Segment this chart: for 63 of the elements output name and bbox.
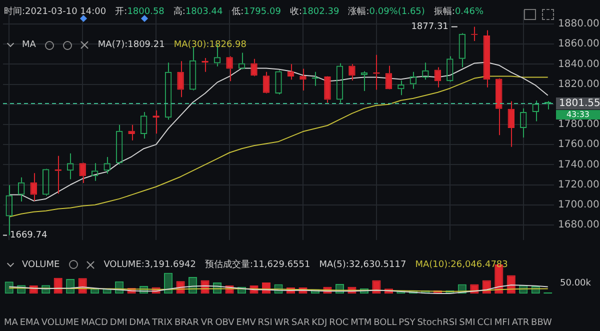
y-tick-label: 1880.00	[558, 18, 600, 30]
text: DMI	[110, 318, 128, 328]
y-tick-label: 1740.00	[558, 159, 600, 170]
text: OBV	[215, 318, 234, 328]
candlestick	[508, 100, 515, 148]
text: 时间:2021-03-10 14:00 开:1800.58 高:1803.44 低:1795.09 收:1802.39 涨幅:0.09%(1.65) 振幅:0.46%	[4, 7, 484, 17]
candlestick	[300, 68, 306, 91]
annotation: 预估成交量:11,629.6551	[204, 258, 310, 271]
y-tick-label: 1760.00	[558, 139, 600, 150]
y-tick-label: 1860.00	[558, 38, 600, 50]
text: DMA	[129, 318, 150, 328]
y-tick-label: 1820.00	[558, 78, 600, 90]
candlestick	[250, 58, 258, 76]
text: ROC	[329, 318, 349, 328]
text: MA(10):26,046.4783	[415, 260, 508, 270]
text: MA	[4, 318, 18, 328]
annotation: 1669.74	[10, 230, 48, 241]
text: MA(30):1826.98	[174, 40, 246, 50]
candlestick	[496, 78, 502, 136]
legend-title: MA	[22, 40, 36, 50]
text: BBW	[531, 318, 552, 328]
annotation: VOLUME:3,191.6942	[104, 260, 196, 270]
candlestick	[177, 60, 184, 98]
candlestick	[434, 66, 442, 88]
text: SAR	[291, 318, 310, 328]
y-tick-label: 1700.00	[558, 199, 600, 210]
text: RSI	[258, 318, 272, 328]
y-tick-label: 1840.00	[558, 58, 600, 70]
text: VOLUME	[41, 318, 80, 328]
candlestick	[79, 163, 86, 184]
text: MACD	[80, 318, 108, 328]
legend-title: VOLUME	[22, 260, 60, 270]
text: BRAR	[174, 318, 199, 328]
candlestick	[128, 124, 135, 141]
text: EMA	[20, 318, 40, 328]
text: 43:33	[566, 110, 590, 120]
text: MTM	[350, 318, 372, 328]
text: TRIX	[152, 318, 173, 328]
annotation: 1877.31	[411, 22, 448, 32]
text: SMI	[459, 318, 476, 328]
text: MA(7):1809.21	[98, 40, 165, 50]
candlestick	[324, 76, 331, 104]
candlestick	[483, 30, 490, 88]
y-tick-label: 1780.00	[558, 119, 600, 130]
y-tick-label: 1680.00	[558, 220, 600, 231]
text: ATR	[512, 318, 530, 328]
candlestick	[226, 56, 233, 82]
text: MFI	[494, 318, 510, 328]
candlestick	[30, 172, 37, 202]
y-tick-label: 1720.00	[558, 179, 600, 190]
text: EMV	[236, 318, 256, 328]
text: 50.00k	[560, 278, 592, 288]
text: StochRSI	[417, 318, 458, 328]
candlestick	[262, 71, 270, 93]
text: CCI	[477, 318, 492, 328]
ref-line-label: 1801.55	[559, 98, 600, 110]
text: PSY	[398, 318, 416, 328]
text: WR	[274, 318, 290, 328]
text: BOLL	[374, 318, 397, 328]
text: VR	[200, 318, 214, 328]
text: KDJ	[312, 318, 328, 328]
text: MA(5):32,630.5117	[319, 260, 406, 270]
candlestick	[385, 65, 392, 90]
